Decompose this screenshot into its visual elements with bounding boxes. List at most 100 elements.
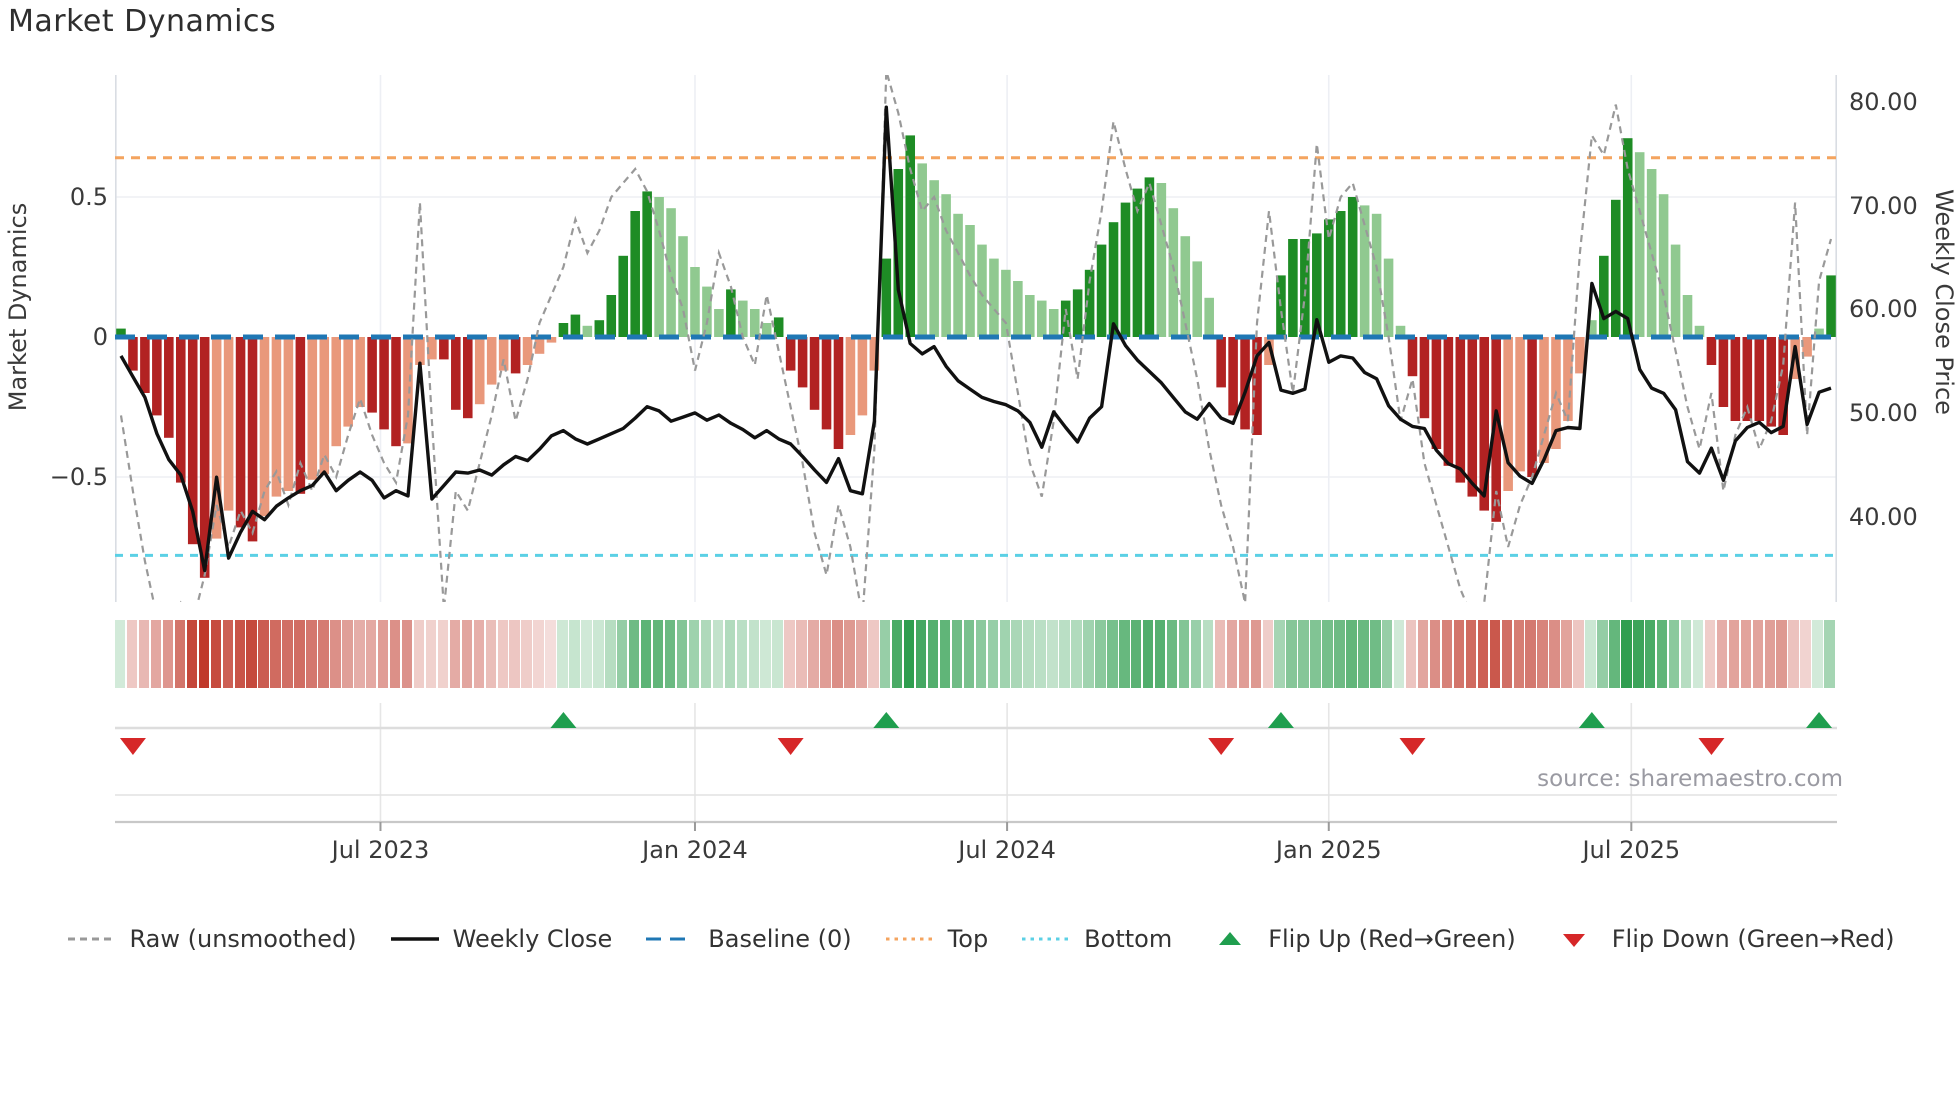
legend: Raw (unsmoothed) Weekly Close Baseline (0)… — [0, 925, 1960, 953]
oscillator-bar — [462, 337, 473, 419]
heatmap-cell — [784, 620, 795, 688]
right-tick-label: 40.00 — [1849, 502, 1918, 531]
heatmap-cell — [1310, 620, 1321, 688]
heatmap-cell — [1393, 620, 1405, 688]
oscillator-bar — [1682, 295, 1693, 337]
legend-item-raw: Raw (unsmoothed) — [66, 925, 357, 953]
heatmap-cell — [1812, 620, 1823, 688]
heatmap-cell — [1800, 620, 1811, 688]
oscillator-bar — [773, 317, 784, 337]
oscillator-bar — [869, 337, 880, 371]
heatmap-cell — [856, 620, 867, 688]
heatmap-cell — [270, 620, 281, 688]
heatmap-cell — [951, 620, 963, 688]
heatmap-cell — [1346, 620, 1357, 688]
heatmap-cell — [1226, 620, 1238, 688]
oscillator-bar — [929, 180, 939, 337]
heatmap-cell — [1716, 620, 1728, 688]
oscillator-bar — [1670, 244, 1681, 337]
heatmap-cell — [1633, 620, 1644, 688]
oscillator-bar — [128, 337, 138, 371]
oscillator-bar — [1599, 255, 1609, 337]
heatmap-cell — [1142, 620, 1154, 688]
heatmap-cell — [1286, 620, 1297, 688]
oscillator-bar — [1419, 337, 1430, 419]
heatmap-cell — [808, 620, 819, 688]
oscillator-bar — [307, 337, 318, 480]
heatmap-cell — [545, 620, 556, 688]
heatmap-cell — [1776, 620, 1787, 688]
oscillator-bar — [1431, 337, 1442, 449]
heatmap-cell — [1011, 620, 1022, 688]
heatmap-cell — [1119, 620, 1130, 688]
oscillator-bar — [1766, 337, 1777, 427]
legend-label-top: Top — [947, 925, 989, 953]
oscillator-bar — [654, 197, 664, 337]
oscillator-bar — [1240, 337, 1250, 430]
oscillator-bar — [1168, 208, 1179, 337]
heatmap-cell — [748, 620, 759, 688]
oscillator-bar — [211, 337, 222, 539]
oscillator-bar — [845, 337, 856, 435]
heatmap-cell — [401, 620, 413, 688]
oscillator-bar — [570, 314, 581, 337]
legend-label-flip-down: Flip Down (Green→Red) — [1611, 925, 1895, 953]
oscillator-bar — [439, 337, 449, 360]
heatmap-cell — [1274, 620, 1285, 688]
flip-up-marker — [1578, 712, 1605, 728]
flip-up-marker — [873, 712, 900, 728]
main-plot — [115, 75, 1837, 602]
heatmap-cell — [581, 620, 592, 688]
legend-swatch-baseline — [646, 937, 695, 941]
heatmap-cell — [628, 620, 640, 688]
heatmap-cell — [700, 620, 712, 688]
legend-item-baseline: Baseline (0) — [644, 925, 852, 953]
right-axis-title: Weekly Close Price — [1930, 189, 1958, 415]
heatmap-cell — [449, 620, 461, 688]
oscillator-bar — [331, 337, 342, 447]
heatmap-cell — [927, 620, 939, 688]
heatmap-cell — [724, 620, 736, 688]
oscillator-bar — [1036, 300, 1047, 337]
oscillator-bar — [1539, 337, 1549, 463]
oscillator-bar — [427, 337, 437, 360]
raw-line — [119, 75, 1833, 602]
oscillator-bar — [140, 337, 150, 393]
heatmap-cell — [497, 620, 508, 688]
left-tick-label: 0 — [92, 323, 108, 351]
source-label: source: sharemaestro.com — [1537, 766, 1843, 792]
oscillator-bar — [1312, 233, 1322, 337]
legend-label-raw: Raw (unsmoothed) — [129, 925, 357, 953]
heatmap-cell — [509, 620, 520, 688]
oscillator-bar — [1288, 239, 1298, 337]
oscillator-bar — [510, 337, 521, 374]
legend-swatch-top — [885, 937, 934, 941]
oscillator-bar — [486, 337, 497, 385]
oscillator-bar — [1634, 152, 1645, 337]
oscillator-bar — [1156, 183, 1167, 337]
oscillator-bar — [355, 337, 365, 407]
heatmap-cell — [354, 620, 365, 688]
oscillator-bar — [522, 337, 533, 365]
legend-swatch-flip-up — [1219, 932, 1242, 945]
flip-down-marker — [1208, 738, 1235, 755]
heatmap-cell — [222, 620, 234, 688]
x-axis-labels: Jul 2023 Jan 2024 Jul 2024 Jan 2025 Jul 2025 — [0, 836, 1960, 866]
oscillator-bar — [977, 244, 987, 337]
heatmap-strip — [115, 620, 1837, 688]
oscillator-bar — [1228, 337, 1238, 416]
oscillator-bar — [642, 191, 652, 337]
oscillator-bar — [738, 300, 748, 337]
heatmap-cell — [1597, 620, 1608, 688]
heatmap-cell — [1262, 620, 1273, 688]
heatmap-cell — [939, 620, 951, 688]
heatmap-cell — [437, 620, 449, 688]
oscillator-bar — [1778, 337, 1788, 435]
heatmap-cell — [198, 620, 210, 688]
legend-item-flip-up: Flip Up (Red→Green) — [1204, 925, 1516, 953]
oscillator-bar — [821, 337, 832, 430]
oscillator-bar — [1527, 337, 1537, 477]
heatmap-cell — [1334, 620, 1345, 688]
oscillator-bar — [498, 337, 509, 371]
right-tick-label: 80.00 — [1849, 88, 1918, 116]
